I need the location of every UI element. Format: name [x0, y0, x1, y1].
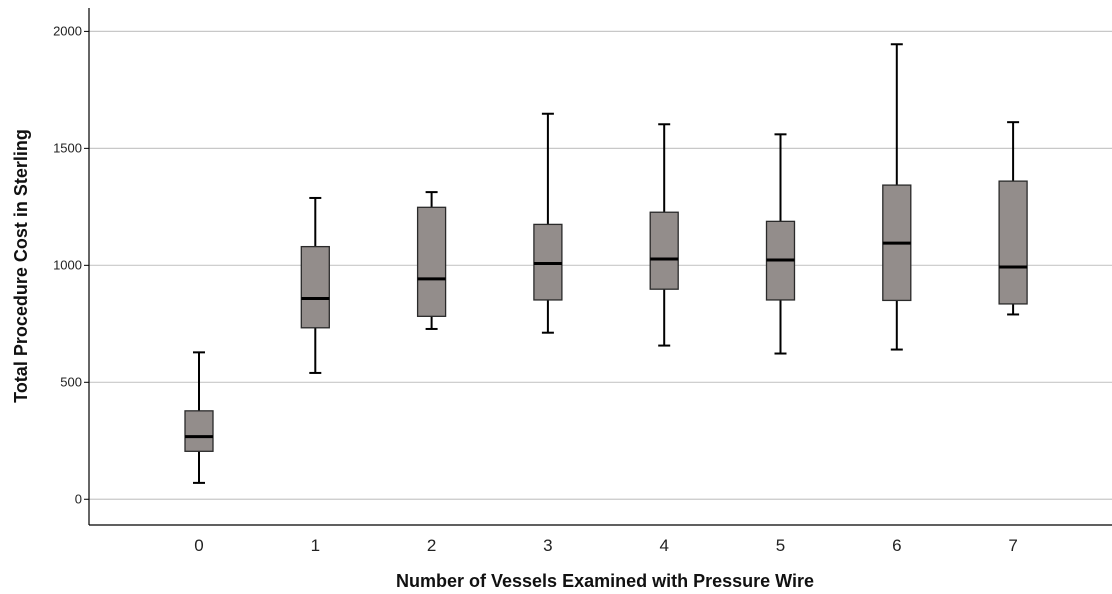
x-tick-label-5: 5	[776, 536, 785, 555]
y-axis-title: Total Procedure Cost in Sterling	[11, 129, 31, 403]
x-tick-label-2: 2	[427, 536, 436, 555]
y-tick-labels: 0 500 1000 1500 2000	[53, 23, 89, 506]
y-tick-label-500: 500	[60, 374, 82, 389]
y-tick-label-1000: 1000	[53, 257, 82, 272]
y-tick-label-1500: 1500	[53, 140, 82, 155]
x-axis-title: Number of Vessels Examined with Pressure…	[396, 571, 814, 591]
axes	[88, 8, 1112, 526]
box-iqr-1	[300, 245, 330, 329]
y-tick-label-2000: 2000	[53, 23, 82, 38]
box-iqr-2	[416, 206, 447, 317]
box-group-7	[998, 121, 1028, 316]
x-tick-label-3: 3	[543, 536, 552, 555]
gridlines	[89, 30, 1112, 500]
box-group-5	[765, 133, 796, 355]
box-iqr-7	[998, 180, 1028, 305]
x-tick-label-6: 6	[892, 536, 901, 555]
box-group-0	[184, 351, 214, 484]
x-tick-label-7: 7	[1008, 536, 1017, 555]
x-tick-label-1: 1	[311, 536, 320, 555]
box-iqr-0	[184, 410, 214, 452]
box-group-3	[533, 112, 563, 334]
x-tick-label-0: 0	[194, 536, 203, 555]
box-group-1	[300, 196, 330, 374]
box-group-2	[416, 191, 447, 330]
y-tick-label-0: 0	[75, 491, 82, 506]
x-tick-labels: 0 1 2 3 4 5 6 7	[194, 536, 1018, 555]
boxes	[184, 43, 1028, 484]
box-iqr-4	[649, 211, 679, 290]
box-group-6	[882, 43, 912, 351]
x-tick-label-4: 4	[659, 536, 668, 555]
box-group-4	[649, 123, 679, 347]
